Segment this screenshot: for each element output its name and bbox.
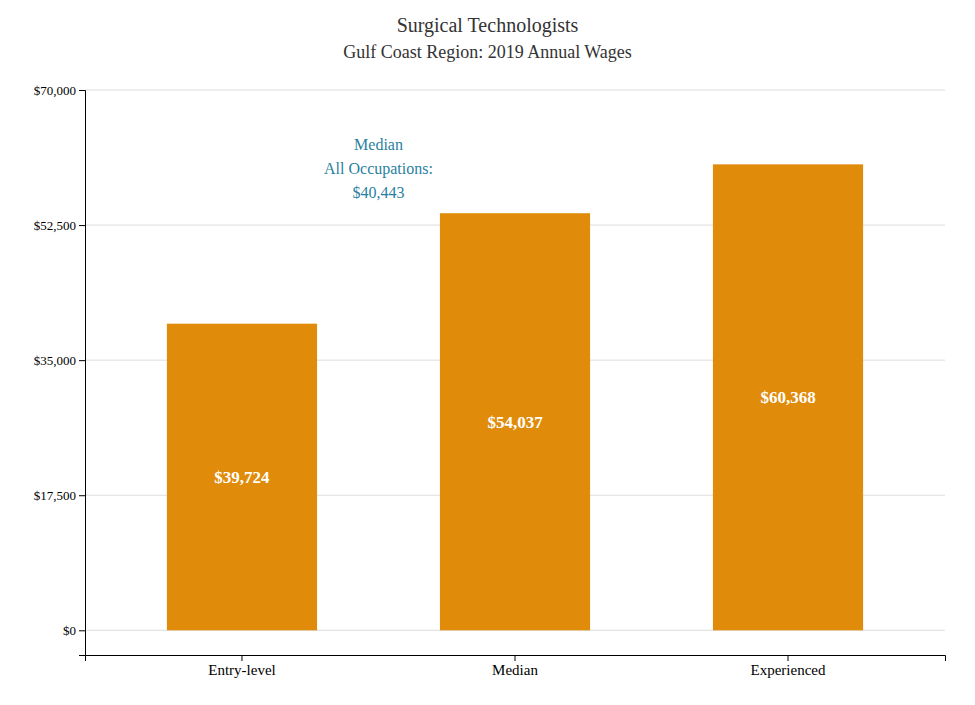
y-tick-mark [79, 225, 85, 226]
plot: $39,724 $54,037 $60,368 $0 $17,500 $35,000 $52… [34, 83, 946, 678]
bars [167, 164, 863, 630]
x-tick: Experienced [751, 655, 826, 678]
y-tick: $70,000 [34, 83, 85, 98]
y-tick-mark [79, 495, 85, 496]
grid-line [85, 90, 945, 91]
bar [167, 324, 317, 631]
x-tick-mark [788, 655, 789, 661]
y-tick-label: $17,500 [34, 488, 76, 503]
data-label: $54,037 [487, 413, 543, 432]
annotation-line: Median [354, 136, 403, 153]
x-tick-mark [241, 655, 242, 661]
y-tick-mark [79, 90, 85, 91]
x-tick: Median [492, 655, 538, 678]
y-tick-mark [79, 630, 85, 631]
x-axis: Entry-level Median Experienced [86, 655, 946, 678]
annotation: Median All Occupations: $40,443 [324, 136, 433, 201]
y-tick-label: $0 [63, 623, 76, 638]
title: Surgical Technologists [397, 14, 579, 37]
bar [713, 164, 863, 630]
x-tick: Entry-level [208, 655, 275, 678]
x-axis-line [86, 656, 946, 662]
data-labels: $39,724 $54,037 $60,368 [214, 388, 815, 487]
y-tick: $0 [63, 623, 85, 638]
x-tick-mark [515, 655, 516, 661]
x-tick-label: Median [492, 662, 538, 678]
y-tick: $35,000 [34, 353, 85, 368]
y-tick: $17,500 [34, 488, 85, 503]
bar [440, 213, 590, 630]
annotation-line: All Occupations: [324, 160, 433, 178]
y-axis-line [79, 91, 86, 656]
data-label: $39,724 [214, 468, 270, 487]
chart: Surgical Technologists Gulf Coast Region:… [0, 0, 975, 705]
y-tick-label: $70,000 [34, 83, 76, 98]
y-tick-label: $52,500 [34, 218, 76, 233]
y-tick-mark [79, 360, 85, 361]
x-tick-label: Entry-level [208, 662, 275, 678]
annotation-line: $40,443 [352, 184, 404, 201]
y-axis: $0 $17,500 $35,000 $52,500 $70,000 [34, 83, 86, 656]
x-tick-label: Experienced [751, 662, 826, 678]
y-tick: $52,500 [34, 218, 85, 233]
subtitle: Gulf Coast Region: 2019 Annual Wages [343, 42, 632, 62]
y-tick-label: $35,000 [34, 353, 76, 368]
data-label: $60,368 [760, 388, 815, 407]
grid [85, 90, 945, 630]
